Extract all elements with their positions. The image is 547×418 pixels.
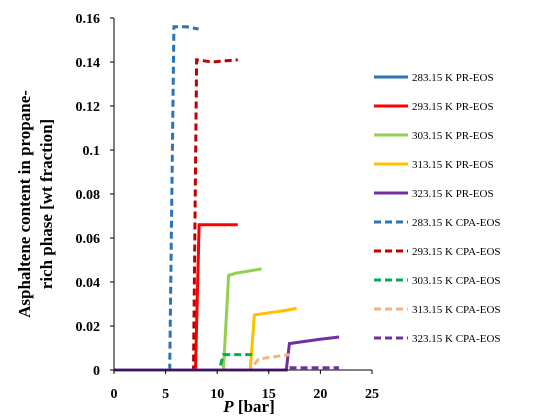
series-line-9 [114, 353, 290, 372]
series-line-2 [114, 223, 238, 372]
x-axis-title-symbol: P [222, 397, 234, 416]
y-axis-title-line-1: Asphaltene content in propane- [15, 90, 34, 318]
y-axis-title-line-2: rich phase [wt fraction] [37, 119, 56, 289]
x-tick-label: 15 [262, 387, 276, 402]
series-line-4 [114, 306, 297, 372]
x-tick-label: 0 [111, 387, 118, 402]
legend: 283.15 K PR-EOS 293.15 K PR-EOS 303.15 K P… [374, 72, 501, 345]
y-tick-label: 0.04 [76, 276, 101, 291]
y-tick-label: 0.08 [76, 188, 101, 203]
legend-label-8: 303.15 K CPA-EOS [412, 275, 501, 287]
x-tick-label: 25 [365, 387, 379, 402]
plot-area [114, 25, 340, 372]
y-tick-label: 0 [93, 364, 100, 379]
x-tick-label: 5 [162, 387, 169, 402]
legend-label-10: 323.15 K CPA-EOS [412, 333, 501, 345]
y-tick-label: 0.12 [76, 100, 101, 115]
y-tick-label: 0.14 [76, 56, 101, 71]
legend-label-2: 293.15 K PR-EOS [412, 101, 494, 113]
y-tick-label: 0.1 [83, 144, 101, 159]
legend-label-6: 283.15 K CPA-EOS [412, 217, 501, 229]
y-tick-label: 0.16 [76, 12, 101, 27]
series-line-8 [114, 353, 255, 372]
legend-label-1: 283.15 K PR-EOS [412, 72, 494, 84]
x-tick-label: 10 [210, 387, 224, 402]
legend-label-4: 313.15 K PR-EOS [412, 159, 494, 171]
legend-label-7: 293.15 K CPA-EOS [412, 246, 501, 258]
legend-label-5: 323.15 K PR-EOS [412, 188, 494, 200]
x-axis-title: P [bar] [222, 397, 274, 416]
y-tick-label: 0.06 [76, 232, 101, 247]
x-tick-label: 20 [313, 387, 327, 402]
series-line-7 [114, 58, 238, 372]
axes: 0 0.02 0.04 0.06 0.08 0.1 0.12 0.14 0.16 0 5 10 15 20… [76, 12, 380, 402]
x-axis-title-unit: [bar] [234, 397, 275, 416]
legend-label-3: 303.15 K PR-EOS [412, 130, 494, 142]
axis-titles: P [bar] Asphaltene content in propane-ric… [15, 90, 275, 416]
y-tick-label: 0.02 [76, 320, 101, 335]
legend-label-9: 313.15 K CPA-EOS [412, 304, 501, 316]
series-line-6 [114, 25, 199, 372]
